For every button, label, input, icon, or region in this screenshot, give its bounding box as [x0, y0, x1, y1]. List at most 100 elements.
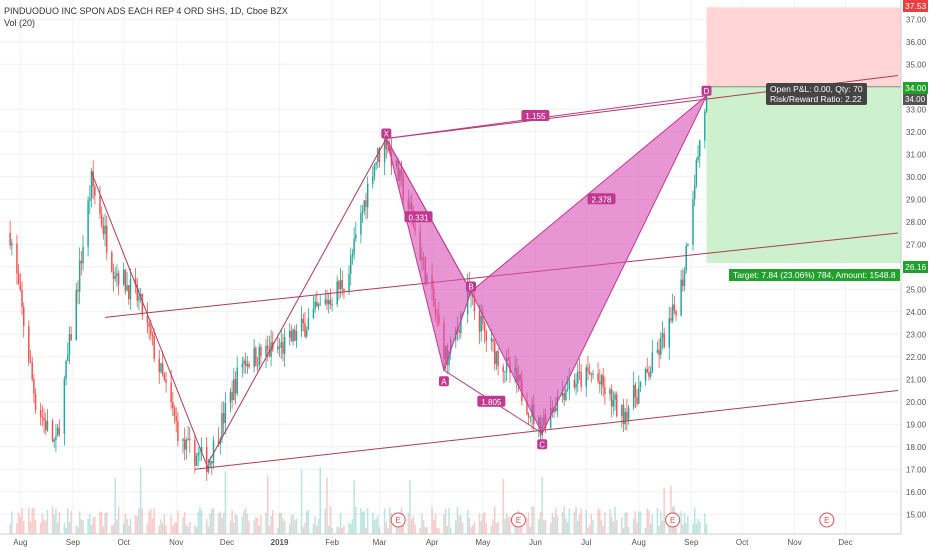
volume-bar [634, 511, 637, 534]
pattern-triangle-xab[interactable] [385, 138, 472, 373]
volume-bar [317, 519, 320, 534]
volume-bar [541, 477, 543, 534]
volume-bar [222, 513, 225, 534]
candle-body [305, 329, 308, 337]
time-tick-label: Nov [788, 538, 802, 547]
channel-line[interactable] [194, 390, 899, 470]
volume-bar [31, 508, 33, 534]
volume-bar [139, 466, 142, 534]
time-tick-label: Sep [684, 538, 699, 547]
volume-bar [412, 515, 415, 534]
volume-bar [277, 527, 279, 534]
candle-body [173, 407, 176, 416]
candles [9, 88, 708, 481]
volume-bar [543, 520, 545, 534]
volume-bar [612, 521, 615, 534]
earnings-marker-label: E [395, 516, 400, 525]
candle-body [195, 455, 198, 466]
candle-body [331, 304, 333, 305]
volume-bar [177, 510, 179, 534]
volume-bar [568, 508, 571, 534]
candle-body [609, 389, 611, 395]
earnings-marker-label: E [824, 516, 829, 525]
candle-body [185, 439, 188, 450]
volume-bar [609, 509, 611, 534]
volume-bar [639, 511, 642, 534]
ratio-badge[interactable] [404, 211, 433, 223]
candle-body [317, 303, 320, 307]
volume-bar [660, 511, 662, 534]
volume-bar [343, 525, 345, 534]
candle-body [136, 284, 138, 301]
volume-bar [385, 521, 388, 534]
volume-bar [388, 507, 391, 534]
pattern-point-a-badge[interactable] [438, 376, 449, 387]
volume-bar [217, 513, 220, 534]
ratio-badge[interactable] [521, 110, 550, 121]
earnings-marker[interactable] [665, 512, 681, 528]
candle-body [599, 381, 601, 385]
ratio-badge[interactable] [587, 193, 616, 205]
volume-bar [65, 527, 67, 534]
candle-body [68, 334, 71, 355]
volume-bar [56, 522, 59, 534]
candle-body [483, 323, 486, 332]
candle-body [639, 381, 642, 388]
volume-bar [231, 510, 233, 534]
pattern-point-b-badge[interactable] [466, 281, 477, 292]
volume-bar [248, 520, 250, 534]
pattern-point-c-badge[interactable] [537, 439, 548, 450]
volume-bar [644, 527, 647, 534]
volume-bar [478, 513, 481, 534]
volume-bar [19, 516, 22, 534]
candle-body [139, 294, 142, 297]
volume-bar [599, 509, 601, 534]
candle-body [221, 413, 223, 439]
candle-body [660, 337, 662, 355]
volume-bar [94, 516, 96, 534]
volume-bar [148, 510, 150, 534]
candle-body [65, 361, 67, 379]
volume-bar [163, 514, 166, 534]
volume-bar [561, 512, 564, 534]
time-tick-label: Oct [117, 538, 130, 547]
time-axis[interactable]: Aug Sep Oct Nov Dec 2019 Feb Mar Apr May Jun Jul Aug… [0, 533, 901, 547]
ratio-badge[interactable] [477, 395, 506, 407]
volume-bar [51, 506, 54, 534]
volume-bar [327, 525, 330, 534]
volume-bar [11, 511, 13, 534]
price-tick-label: 30.00 [906, 173, 927, 182]
volume-bar [434, 513, 437, 534]
volume-bar [39, 522, 42, 534]
volume-bar [175, 522, 177, 534]
pattern-point-d-badge[interactable] [701, 85, 712, 96]
candle-body [361, 210, 364, 213]
volume-bar [87, 518, 89, 534]
pattern-point-x-badge[interactable] [381, 128, 392, 139]
price-tick-label: 29.00 [906, 195, 927, 204]
time-tick-label: Nov [169, 538, 183, 547]
symbol-title[interactable]: PINDUODUO INC SPON ADS EACH REP 4 ORD SH… [4, 6, 288, 16]
candle-body [189, 438, 191, 441]
candle-body [17, 273, 20, 285]
harmonic-pattern[interactable]: X A B C D 0.331 1.805 2.378 1.155 [91, 85, 712, 470]
volume-bar [99, 511, 101, 534]
candle-body [378, 148, 381, 163]
candle-body [578, 371, 581, 373]
earnings-marker[interactable] [390, 512, 406, 528]
volume-bar [387, 527, 389, 534]
price-tick-label: 37.00 [906, 15, 927, 24]
volume-bar [234, 514, 237, 534]
volume-bar [246, 514, 249, 534]
candle-body [687, 244, 689, 247]
price-tick-label: 24.00 [906, 308, 927, 317]
candle-body [592, 373, 594, 375]
earnings-marker[interactable] [510, 512, 526, 528]
candle-body [92, 170, 94, 187]
earnings-marker[interactable] [819, 512, 835, 528]
pattern-triangle-bcd[interactable] [470, 95, 707, 435]
volume-bar [165, 525, 167, 534]
time-tick-label: Dec [838, 538, 852, 547]
